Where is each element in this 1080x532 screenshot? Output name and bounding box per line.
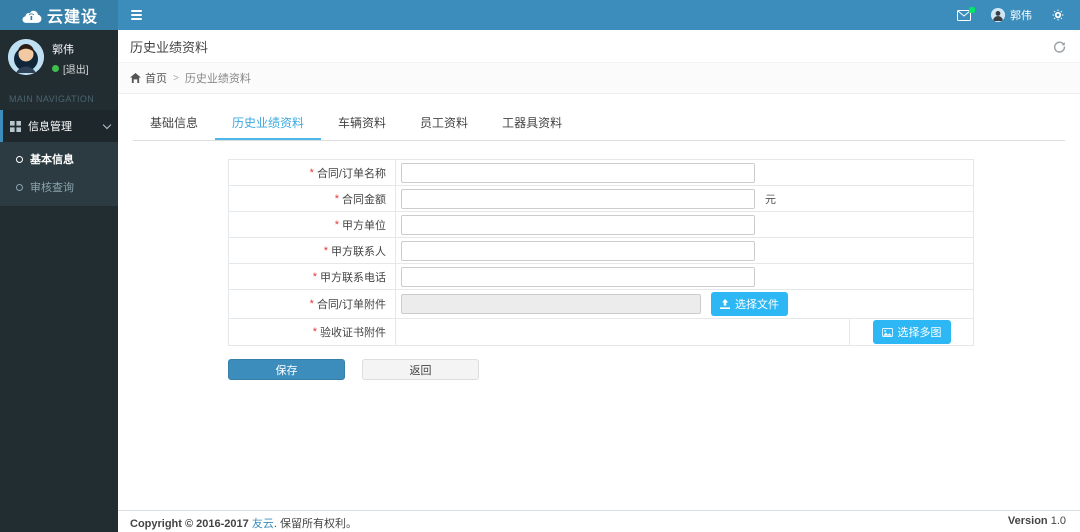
required-marker: * [309,166,314,179]
breadcrumb: 首页 > 历史业绩资料 [118,63,1080,94]
page-title: 历史业绩资料 [130,40,209,55]
required-marker: * [309,298,314,310]
required-marker: * [334,192,339,205]
sidebar-item-info-management[interactable]: 信息管理 [0,110,118,142]
submenu-item-label: 审核查询 [30,182,74,194]
sidebar-user-name: 郭伟 [52,44,74,56]
tab-vehicle[interactable]: 车辆资料 [338,116,387,130]
user-avatar [8,39,44,75]
top-navbar: 云建设 郭伟 [0,0,1080,30]
app-logo-text: 云建设 [46,9,98,26]
gear-icon [1052,9,1064,21]
chevron-down-icon [102,120,112,129]
required-marker: * [312,270,317,283]
breadcrumb-current: 历史业绩资料 [184,73,251,85]
tab-basic-info[interactable]: 基础信息 [150,116,199,130]
field-label: 合同/订单名称 [316,167,386,180]
field-label: 甲方单位 [342,219,386,232]
footer-copyright: Copyright © 2016-2017 友云. 保留所有权利。 [130,518,357,530]
notification-badge [969,6,975,13]
footer: Copyright © 2016-2017 友云. 保留所有权利。 Versio… [118,510,1080,532]
form-row-contract-amount: * 合同金额 元 [229,186,973,212]
refresh-icon[interactable] [1053,40,1068,53]
form-row-contract-attachment: * 合同/订单附件 选择文件 [229,290,973,319]
sidebar-nav-header: MAIN NAVIGATION [9,94,95,104]
image-icon [881,327,893,337]
tab-tools[interactable]: 工器具资料 [502,116,563,130]
brand-link[interactable]: 友云 [251,518,274,530]
sidebar-submenu: 基本信息 审核查询 [0,142,118,206]
sidebar-item-audit-query[interactable]: 审核查询 [0,173,118,201]
envelope-icon [957,9,971,21]
cloud-logo-icon [20,8,42,23]
home-icon [130,73,141,83]
tab-employee[interactable]: 员工资料 [420,116,469,130]
field-label: 验收证书附件 [320,327,386,339]
tab-history-performance[interactable]: 历史业绩资料 [215,106,322,140]
circle-icon [16,183,23,191]
field-label: 甲方联系人 [331,245,386,258]
footer-version: Version 1.0 [1007,515,1066,527]
certificate-preview-area [396,319,839,345]
submenu-item-label: 基本信息 [30,154,74,166]
field-label: 合同/订单附件 [316,299,386,311]
circle-icon [16,155,23,163]
field-label: 甲方联系电话 [320,271,386,284]
field-label: 合同金额 [342,193,386,206]
form-row-party-a-phone: * 甲方联系电话 [229,264,973,290]
contract-amount-input[interactable] [401,188,755,209]
save-button[interactable]: 保存 [228,359,345,380]
navbar-user-name: 郭伟 [1010,10,1032,22]
form-row-party-a-unit: * 甲方单位 [229,212,973,238]
user-menu-button[interactable]: 郭伟 [991,7,1032,23]
contract-name-input[interactable] [401,162,755,183]
party-a-unit-input[interactable] [401,214,755,235]
messages-button[interactable] [957,6,975,21]
form-row-certificate-attachment: * 验收证书附件 选择多图 [229,319,973,345]
choose-images-button[interactable]: 选择多图 [872,320,951,344]
form-row-contract-name: * 合同/订单名称 [229,160,973,186]
sidebar: 郭伟 [退出] MAIN NAVIGATION 信息管理 基本信息 审核查询 [0,30,118,532]
required-marker: * [323,244,328,257]
sidebar-item-label: 信息管理 [28,121,72,133]
required-marker: * [312,326,317,338]
user-avatar-icon [991,8,1005,22]
app-logo[interactable]: 云建设 [0,0,118,30]
logout-link[interactable]: [退出] [52,61,89,76]
main-content: 历史业绩资料 首页 > 历史业绩资料 基础信息 历史业绩资料 车辆资料 员工资料… [118,30,1080,510]
form-row-party-a-contact: * 甲方联系人 [229,238,973,264]
sidebar-user-panel: 郭伟 [退出] [0,30,118,86]
upload-icon [720,299,730,309]
online-status-icon [52,65,59,72]
choose-file-button[interactable]: 选择文件 [711,292,788,316]
breadcrumb-separator: > [173,72,179,84]
unit-label: 元 [765,193,776,206]
form-table: * 合同/订单名称 * 合同金额 元 * 甲方单位 * 甲方联系人 * 甲方联系电话 * 合… [228,159,974,346]
sidebar-toggle-button[interactable] [118,0,155,30]
required-marker: * [334,218,339,231]
breadcrumb-home-link[interactable]: 首页 [130,70,167,86]
party-a-contact-input[interactable] [401,240,755,261]
contract-attachment-filename-input [401,294,701,314]
back-button[interactable]: 返回 [362,359,479,380]
grid-icon [10,120,21,132]
content-panel: 基础信息 历史业绩资料 车辆资料 员工资料 工器具资料 * 合同/订单名称 * 合同… [118,94,1080,510]
sidebar-item-basic-info[interactable]: 基本信息 [0,145,118,173]
tab-bar: 基础信息 历史业绩资料 车辆资料 员工资料 工器具资料 [133,106,1065,141]
party-a-phone-input[interactable] [401,266,755,287]
logout-label: [退出] [63,65,89,76]
form-actions: 保存 返回 [228,359,1065,380]
settings-button[interactable] [1052,9,1064,21]
